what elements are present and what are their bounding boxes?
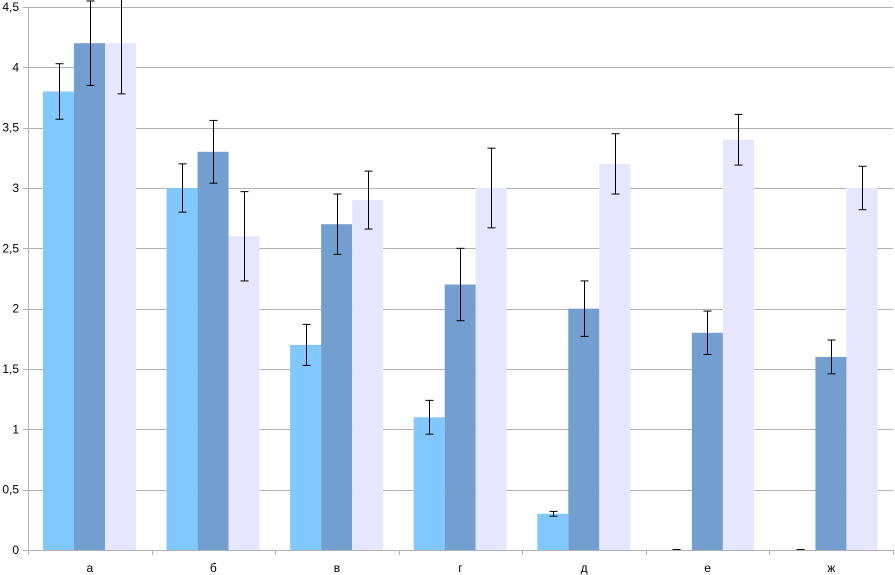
bar (537, 513, 569, 550)
bar (43, 91, 74, 550)
x-tick-label: в (334, 561, 340, 575)
bar (74, 43, 105, 550)
bar (352, 200, 384, 551)
y-tick-label: 0 (12, 543, 19, 557)
y-tick-label: 2 (12, 302, 19, 316)
axes (23, 7, 894, 555)
x-tick-label: а (86, 561, 93, 575)
bar (475, 188, 507, 550)
bar (444, 284, 476, 550)
y-tick-label: 4 (12, 60, 19, 74)
bar (691, 332, 723, 550)
bar (722, 139, 754, 550)
bar (568, 308, 600, 550)
bar (166, 188, 198, 550)
y-tick-label: 1 (12, 422, 19, 436)
x-tick-labels: а б в г д е ж (86, 561, 835, 575)
bars (43, 43, 878, 551)
y-tick-label: 3,5 (2, 121, 19, 135)
bar (413, 417, 445, 550)
bar (290, 344, 322, 550)
x-tick-label: д (581, 561, 588, 575)
bar (197, 151, 229, 551)
error-bars (55, 0, 867, 550)
bar (105, 43, 136, 550)
x-tick-label: г (458, 561, 463, 575)
x-tick-label: ж (827, 561, 835, 575)
bar (321, 224, 353, 550)
x-tick-label: е (704, 561, 711, 575)
bar (228, 236, 260, 550)
bar (599, 163, 631, 550)
y-tick-labels: 0 0,5 1 1,5 2 2,5 3 3,5 4 4,5 (2, 0, 19, 557)
bar (815, 356, 847, 550)
bar (846, 188, 878, 550)
y-tick-label: 1,5 (2, 362, 19, 376)
x-tick-label: б (210, 561, 217, 575)
y-tick-label: 3 (12, 181, 19, 195)
y-tick-label: 0,5 (2, 483, 19, 497)
y-tick-label: 4,5 (2, 0, 19, 14)
y-tick-label: 2,5 (2, 241, 19, 255)
